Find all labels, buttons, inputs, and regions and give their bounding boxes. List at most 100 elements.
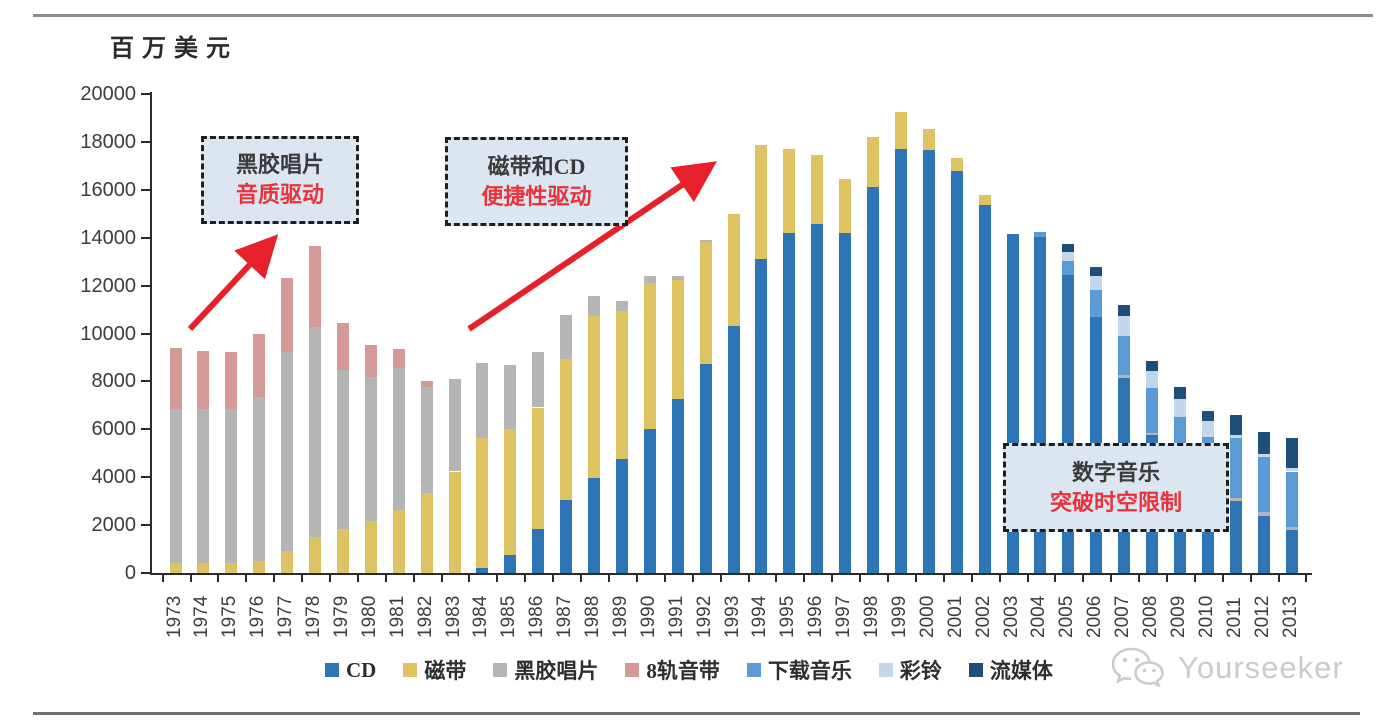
bar-1989-磁带 <box>615 311 628 460</box>
bar-2007-下载音乐 <box>1118 335 1131 376</box>
legend-swatch <box>325 663 339 677</box>
bar-1988-黑胶唱片 <box>588 295 600 317</box>
x-tick <box>1221 575 1224 582</box>
x-tick <box>217 575 220 582</box>
bar-1997-磁带 <box>839 179 852 233</box>
x-tick-label: 2003 <box>1000 595 1022 638</box>
bar-1992-磁带 <box>699 242 712 365</box>
x-tick-label: 2008 <box>1140 595 1161 638</box>
y-axis <box>150 92 152 575</box>
x-tick-label: 1981 <box>386 595 408 638</box>
bar-2006-下载音乐 <box>1090 290 1103 318</box>
annotation-digital-subtitle: 突破时空限制 <box>1049 489 1182 515</box>
x-tick <box>831 575 834 582</box>
bar-2012-彩铃 <box>1257 454 1270 458</box>
bar-1992-黑胶唱片 <box>699 239 712 242</box>
bar-2012-流媒体 <box>1257 431 1270 454</box>
x-tick-label: 1982 <box>414 595 436 638</box>
bar-1985-磁带 <box>504 428 517 556</box>
x-tick <box>663 575 666 582</box>
y-tick <box>141 284 150 287</box>
bar-2010-彩铃 <box>1201 421 1214 437</box>
x-tick <box>719 575 722 582</box>
bar-1977-磁带 <box>281 551 294 573</box>
bar-1973-黑胶唱片 <box>169 409 182 564</box>
bar-1984-磁带 <box>476 438 489 569</box>
x-tick-label: 1988 <box>582 595 603 638</box>
bar-1977-8轨音带 <box>281 277 294 352</box>
bar-1986-磁带 <box>532 407 545 529</box>
bar-1994-CD <box>755 259 768 573</box>
bar-1996-磁带 <box>811 155 824 224</box>
bar-1984-CD <box>476 568 489 573</box>
legend-swatch <box>493 663 508 677</box>
x-tick-label: 1991 <box>665 595 687 638</box>
bar-2007-流媒体 <box>1118 305 1131 316</box>
annotation-digital-title: 数字音乐 <box>1071 459 1160 485</box>
bar-2005-下载音乐 <box>1062 260 1075 275</box>
bar-2008-下载音乐 <box>1146 388 1158 433</box>
bar-2012-下载音乐 <box>1257 457 1270 512</box>
y-tick-label: 4000 <box>91 466 137 489</box>
bar-1995-CD <box>783 232 796 573</box>
bar-2011-下载音乐 <box>1229 438 1242 499</box>
bar-1976-磁带 <box>253 561 266 573</box>
y-tick-label: 20000 <box>80 83 136 105</box>
bar-2001-CD <box>950 170 963 573</box>
bar-2007-彩铃 <box>1118 315 1131 336</box>
x-tick <box>356 575 359 582</box>
x-tick <box>245 575 248 582</box>
annotation-vinyl: 黑胶唱片 音质驱动 <box>201 136 359 224</box>
bar-1980-黑胶唱片 <box>364 376 377 521</box>
y-tick <box>141 476 150 479</box>
x-tick <box>1110 575 1113 582</box>
bar-1998-磁带 <box>867 137 879 187</box>
x-tick <box>273 575 276 582</box>
legend-label: CD <box>346 657 377 682</box>
top-rule <box>33 14 1373 17</box>
bar-1979-磁带 <box>336 528 349 573</box>
legend-swatch <box>968 663 983 677</box>
bar-2001-磁带 <box>950 157 963 171</box>
bar-1987-CD <box>560 500 573 573</box>
y-tick <box>141 140 150 143</box>
x-tick-label: 2011 <box>1223 597 1245 638</box>
bar-1992-CD <box>699 364 712 573</box>
bar-2011-黑胶唱片 <box>1229 498 1242 502</box>
x-tick <box>1138 575 1140 582</box>
x-tick <box>970 575 973 582</box>
x-tick <box>859 575 861 582</box>
x-tick-label: 1990 <box>637 595 659 638</box>
x-tick-label: 2010 <box>1195 595 1217 638</box>
x-tick <box>552 575 555 582</box>
legend-item-下载音乐: 下载音乐 <box>746 655 852 685</box>
bar-2012-黑胶唱片 <box>1257 511 1270 516</box>
legend-item-CD: CD <box>325 658 376 683</box>
bar-2013-流媒体 <box>1285 438 1298 469</box>
watermark-text: Yourseeker <box>1178 650 1344 685</box>
legend-label: 磁带 <box>424 659 467 683</box>
bar-2008-彩铃 <box>1146 370 1158 389</box>
bar-1979-8轨音带 <box>336 322 349 370</box>
y-tick-label: 8000 <box>91 370 137 393</box>
bar-1982-8轨音带 <box>420 381 433 388</box>
bar-1978-黑胶唱片 <box>309 327 321 537</box>
bar-1987-黑胶唱片 <box>560 314 573 360</box>
legend-label: 8轨音带 <box>646 659 720 683</box>
bar-1979-黑胶唱片 <box>336 369 349 529</box>
bar-2009-流媒体 <box>1173 387 1186 399</box>
y-tick-label: 14000 <box>80 226 136 249</box>
x-tick-label: 1979 <box>330 595 352 638</box>
bar-1978-8轨音带 <box>309 245 321 327</box>
bar-1997-CD <box>839 232 852 573</box>
bar-1989-CD <box>615 459 628 573</box>
bar-1988-CD <box>588 478 600 573</box>
x-tick <box>189 575 192 582</box>
x-tick <box>691 575 694 582</box>
bar-2012-CD <box>1257 515 1270 573</box>
y-tick <box>141 380 150 383</box>
bar-2013-CD <box>1285 529 1298 573</box>
legend-swatch <box>746 663 761 677</box>
bar-1991-CD <box>671 398 684 573</box>
